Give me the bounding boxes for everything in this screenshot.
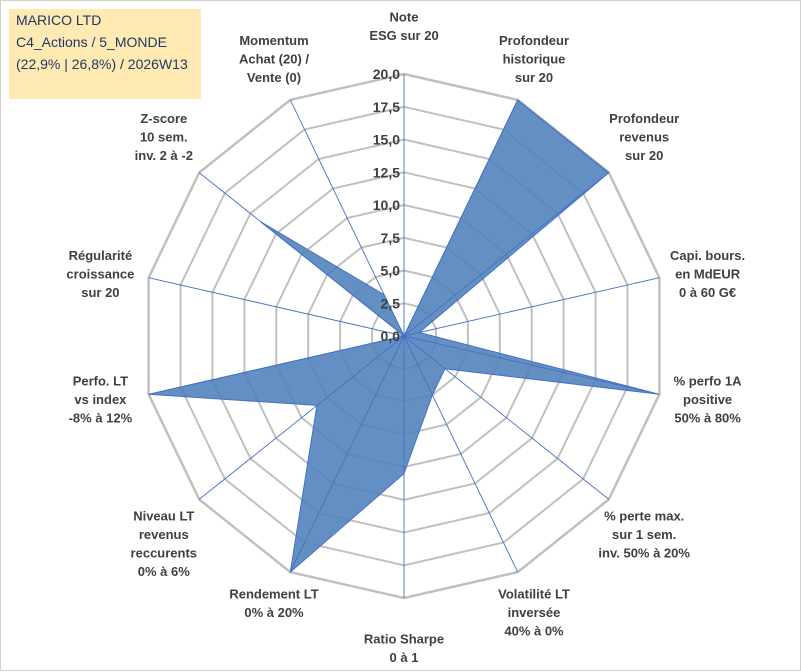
spoke-10 [198, 335, 405, 500]
axis-label: ESG sur 20 [369, 28, 438, 43]
axis-label: 0% à 6% [138, 564, 190, 579]
label-layer: Note ESG sur 20 Profondeur historique sur 20… [66, 10, 745, 666]
axis-label: sur 1 sem. [612, 527, 676, 542]
axis-label: 0 à 60 G€ [679, 285, 736, 300]
axis-label: historique [503, 51, 566, 66]
axis-label: -8% à 12% [69, 411, 133, 426]
axis-label: reccurents [131, 545, 197, 560]
axis-label: Volatilité LT [498, 587, 570, 602]
axis-label: Achat (20) / [239, 51, 309, 66]
category-label: C4_Actions / 5_MONDE [16, 34, 167, 50]
axis-label: Profondeur [609, 111, 679, 126]
axis-label: Vente (0) [247, 70, 301, 85]
axis-label: Rendement LT [229, 587, 318, 602]
axis-label: 0 à 1 [390, 650, 419, 665]
tick-label: 2,5 [381, 295, 401, 311]
spoke-14 [289, 99, 405, 337]
axis-label: vs index [74, 392, 127, 407]
axis-label: 40% à 0% [504, 624, 564, 639]
spoke-12 [148, 277, 405, 337]
tick-label: 17,5 [373, 99, 400, 115]
axis-label: positive [683, 392, 732, 407]
company-name: MARICO LTD [16, 12, 102, 28]
spoke-5 [403, 335, 660, 395]
axis-label: Profondeur [499, 33, 569, 48]
tick-label: 0,0 [381, 328, 401, 344]
axis-label: Capi. bours. [670, 248, 745, 263]
axis-label: Niveau LT [133, 508, 194, 523]
spoke-11 [148, 335, 405, 395]
spoke-9 [289, 335, 405, 573]
axis-label: Z-score [140, 111, 187, 126]
axis-label: 0% à 20% [244, 605, 304, 620]
spoke-2 [403, 99, 519, 337]
axis-label: revenus [139, 527, 189, 542]
spoke-13 [198, 172, 405, 337]
axis-label: inv. 50% à 20% [598, 545, 690, 560]
spoke-7 [403, 335, 519, 573]
tick-label: 20,0 [373, 66, 400, 82]
tick-label: 10,0 [373, 197, 400, 213]
axis-label: 50% à 80% [674, 411, 741, 426]
axis-label: sur 20 [515, 70, 553, 85]
axis-label: sur 20 [625, 148, 663, 163]
spoke-6 [403, 335, 610, 500]
axis-label: sur 20 [81, 285, 119, 300]
axis-label: inversée [508, 605, 561, 620]
axis-label: Régularité [69, 248, 133, 263]
axis-label: Perfo. LT [73, 374, 128, 389]
title-box: MARICO LTD C4_Actions / 5_MONDE (22,9% |… [9, 9, 201, 99]
tick-label: 5,0 [381, 263, 401, 279]
axis-label: Note [390, 10, 419, 25]
axis-label: 10 sem. [140, 130, 188, 145]
tick-label: 15,0 [373, 132, 400, 148]
axis-label: inv. 2 à -2 [135, 148, 193, 163]
axis-label: en MdEUR [675, 267, 741, 282]
axis-label: revenus [619, 130, 669, 145]
tick-layer: 0,0 2,5 5,0 7,5 10,0 12,5 15,0 17,5 20,0 [373, 66, 400, 344]
axis-label: Momentum [239, 33, 308, 48]
axis-label: Ratio Sharpe [364, 632, 444, 647]
axis-label: % perte max. [604, 508, 684, 523]
area-layer [148, 74, 660, 598]
spoke-4 [403, 277, 660, 337]
axis-label: % perfo 1A [674, 374, 743, 389]
tick-label: 12,5 [373, 164, 400, 180]
spoke-3 [403, 172, 610, 337]
tick-label: 7,5 [381, 230, 401, 246]
axis-label: croissance [66, 267, 134, 282]
performance-label: (22,9% | 26,8%) / 2026W13 [16, 56, 188, 72]
